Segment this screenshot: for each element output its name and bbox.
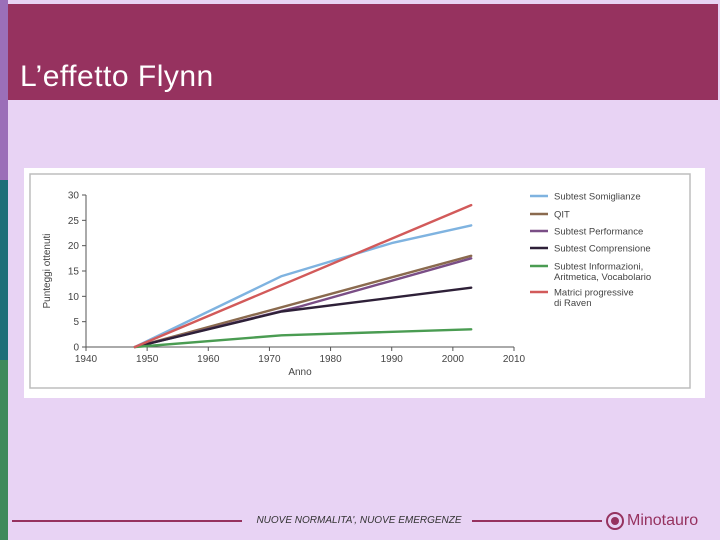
x-tick-label: 1940 (75, 354, 98, 365)
footer-rule-left (12, 520, 242, 522)
y-tick-label: 20 (68, 241, 80, 252)
legend-label: Subtest Comprensione (554, 244, 651, 255)
legend-label: Subtest Informazioni, Aritmetica, Vocabol… (554, 262, 651, 284)
x-tick-label: 1970 (258, 354, 281, 365)
x-tick-label: 2000 (442, 354, 465, 365)
logo-text: Minotauro (627, 512, 699, 529)
y-tick-label: 5 (73, 317, 79, 328)
y-tick-label: 0 (73, 343, 79, 354)
series-line-4 (133, 286, 473, 349)
series-line-1 (133, 224, 473, 349)
legend-label: Subtest Somiglianze (554, 192, 641, 203)
left-accent-strip-bottom (0, 360, 8, 540)
left-accent-strip-top (0, 0, 8, 180)
x-tick-label: 2010 (503, 354, 526, 365)
series-line-2 (133, 254, 473, 349)
series-line-5 (133, 328, 473, 349)
y-tick-label: 25 (68, 216, 80, 227)
footer-rule-right (472, 520, 602, 522)
publisher-logo: Minotauro (606, 510, 698, 532)
left-accent-strip-middle (0, 180, 8, 360)
slide-title: L’effetto Flynn (20, 60, 214, 93)
legend-label: Subtest Performance (554, 227, 643, 238)
series-line-6 (133, 203, 473, 349)
legend-label: QIT (554, 210, 570, 221)
logo-mark-icon (606, 512, 624, 530)
footer-caption: NUOVE NORMALITA', NUOVE EMERGENZE (256, 515, 462, 526)
x-tick-label: 1950 (136, 354, 159, 365)
y-tick-label: 10 (68, 292, 80, 303)
legend-label: Matrici progressive di Raven (554, 288, 634, 310)
y-axis-label: Punteggi ottenuti (42, 233, 53, 308)
y-tick-label: 15 (68, 267, 80, 278)
x-axis-label: Anno (288, 367, 312, 378)
flynn-effect-chart: 0 5 10 15 20 25 30 1940 1950 1960 1970 1980 1990 2000… (29, 173, 691, 389)
x-tick-label: 1980 (319, 354, 342, 365)
y-tick-label: 30 (68, 191, 80, 202)
chart-panel: 0 5 10 15 20 25 30 1940 1950 1960 1970 1980 1990 2000… (24, 168, 705, 398)
title-bar: L’effetto Flynn (8, 4, 718, 100)
x-tick-label: 1990 (381, 354, 404, 365)
x-tick-label: 1960 (197, 354, 220, 365)
